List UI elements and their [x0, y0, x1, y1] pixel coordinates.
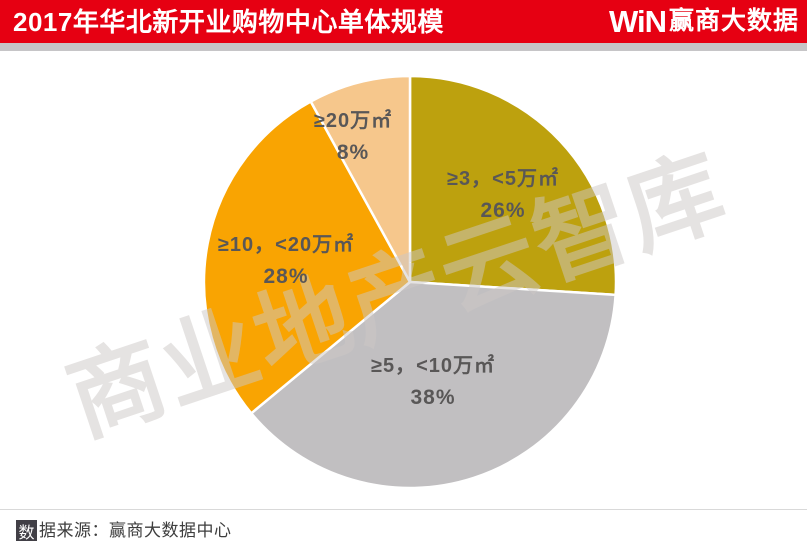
data-source-badge: 数: [16, 520, 37, 542]
data-source: 数 据来源：赢商大数据中心: [16, 520, 232, 542]
pie-slice: [202, 100, 412, 415]
footer-divider-line: [0, 509, 807, 510]
pie-slice: [250, 280, 617, 490]
data-source-text: 据来源：赢商大数据中心: [39, 521, 232, 540]
win-logo-name: 赢商大数据: [668, 7, 799, 35]
page-title: 2017年华北新开业购物中心单体规模: [13, 7, 444, 37]
pie-slice: [309, 74, 412, 284]
win-logo: WiN 赢商大数据: [609, 0, 799, 43]
win-logo-mark-icon: WiN: [608, 4, 667, 39]
header-bar: 2017年华北新开业购物中心单体规模 WiN 赢商大数据: [0, 0, 807, 43]
header-divider-strip: [0, 43, 807, 51]
pie-slice: [408, 74, 618, 297]
